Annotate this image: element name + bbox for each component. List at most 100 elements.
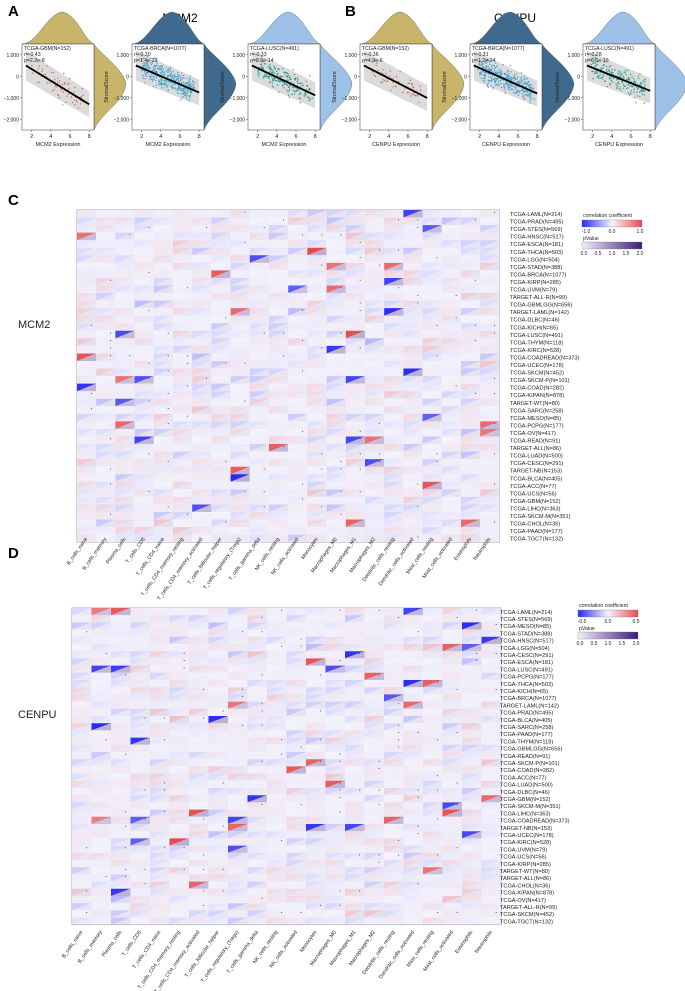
heat-cell-pvalue — [403, 512, 423, 520]
data-point — [287, 74, 290, 77]
heat-cell-corr — [326, 436, 346, 445]
heat-cell-corr — [192, 421, 212, 429]
heat-cell-pvalue — [384, 315, 404, 324]
heat-cell-pvalue — [267, 752, 287, 760]
heat-cell-pvalue — [422, 383, 442, 392]
heat-cell-pvalue — [307, 527, 327, 535]
heat-cell-pvalue — [269, 277, 289, 286]
heat-cell-corr — [230, 451, 250, 460]
heat-cell-pvalue — [441, 225, 461, 233]
heat-cell-pvalue — [169, 766, 189, 774]
heat-cell-corr — [230, 368, 250, 377]
heat-cell-pvalue — [345, 658, 365, 666]
heat-cell-pvalue — [461, 210, 481, 218]
significance-mark — [378, 460, 380, 462]
data-point — [419, 89, 422, 91]
heat-cell-corr — [286, 795, 306, 803]
data-point — [190, 82, 192, 84]
heat-cell-corr — [208, 629, 228, 637]
data-point — [493, 68, 495, 71]
heat-cell-pvalue — [115, 421, 135, 429]
row-label: TCGA-SKCM-M(N=351) — [510, 514, 571, 520]
data-point — [411, 93, 413, 95]
significance-mark — [302, 483, 304, 485]
heat-cell-corr — [326, 345, 346, 354]
heat-cell-pvalue — [208, 680, 228, 688]
heat-cell-pvalue — [365, 277, 385, 286]
heat-cell-pvalue — [189, 766, 209, 774]
data-point — [308, 96, 310, 99]
heat-cell-corr — [345, 534, 365, 543]
heat-cell-pvalue — [365, 383, 385, 392]
heat-cell-pvalue — [150, 744, 170, 752]
data-point — [616, 87, 618, 90]
heat-cell-corr — [77, 406, 97, 414]
data-point — [271, 76, 273, 78]
heat-cell-pvalue — [307, 330, 327, 339]
data-point — [592, 57, 594, 60]
data-point — [277, 73, 279, 75]
heat-cell-pvalue — [384, 210, 404, 218]
heat-cell-corr — [384, 474, 404, 482]
heat-cell-corr — [325, 629, 345, 637]
data-point — [630, 92, 632, 95]
heat-cell-corr — [153, 293, 173, 301]
row-label: TCGA-LUSC(N=491) — [510, 333, 563, 339]
heat-cell-pvalue — [269, 527, 289, 535]
data-point — [622, 84, 625, 86]
heat-cell-corr — [77, 240, 97, 248]
heat-cell-pvalue — [325, 752, 345, 760]
significance-mark — [340, 513, 342, 515]
heat-cell-pvalue — [269, 519, 289, 528]
heat-cell-corr — [173, 398, 193, 407]
data-point — [644, 84, 646, 86]
heat-cell-pvalue — [442, 694, 462, 702]
significance-mark — [90, 392, 92, 394]
heat-cell-pvalue — [384, 247, 404, 256]
heat-cell-corr — [249, 519, 269, 528]
heat-cell-corr — [72, 687, 92, 695]
heat-cell-pvalue — [130, 766, 150, 774]
data-point — [183, 89, 186, 91]
significance-mark — [110, 438, 112, 440]
heat-cell-pvalue — [441, 255, 461, 263]
data-point — [301, 82, 303, 85]
heat-cell-corr — [345, 629, 365, 637]
heat-cell-corr — [326, 519, 346, 528]
heat-cell-pvalue — [384, 658, 404, 666]
significance-mark — [225, 521, 227, 523]
heat-cell-corr — [111, 680, 131, 688]
heat-cell-pvalue — [72, 680, 92, 688]
data-point — [311, 97, 314, 100]
heat-cell-corr — [249, 262, 269, 271]
data-point — [166, 86, 169, 88]
heat-cell-corr — [72, 788, 92, 796]
heat-cell-corr — [461, 247, 481, 256]
heat-cell-pvalue — [441, 285, 461, 294]
heat-cell-pvalue — [326, 489, 346, 497]
heat-cell-corr — [384, 489, 404, 497]
heat-cell-corr — [345, 459, 365, 467]
heat-cell-corr — [286, 615, 306, 623]
heat-cell-pvalue — [326, 315, 346, 324]
heat-cell-corr — [153, 481, 173, 490]
legend-p-tick: 1.5 — [623, 251, 630, 257]
heat-cell-corr — [153, 345, 173, 354]
data-point — [518, 90, 520, 93]
heat-cell-pvalue — [211, 262, 231, 271]
data-point — [296, 77, 298, 79]
heat-cell-pvalue — [247, 687, 267, 695]
data-point — [481, 71, 483, 73]
heat-cell-pvalue — [345, 504, 365, 512]
heat-cell-pvalue — [91, 680, 111, 688]
heat-cell-corr — [192, 240, 212, 248]
heat-cell-pvalue — [365, 466, 385, 475]
heat-cell-pvalue — [247, 723, 267, 731]
data-point — [371, 71, 374, 73]
heat-cell-pvalue — [134, 353, 154, 361]
heat-cell-pvalue — [288, 300, 308, 309]
heat-cell-pvalue — [211, 444, 231, 452]
significance-mark — [244, 241, 246, 243]
heat-cell-corr — [481, 744, 501, 752]
heat-cell-corr — [422, 459, 442, 467]
